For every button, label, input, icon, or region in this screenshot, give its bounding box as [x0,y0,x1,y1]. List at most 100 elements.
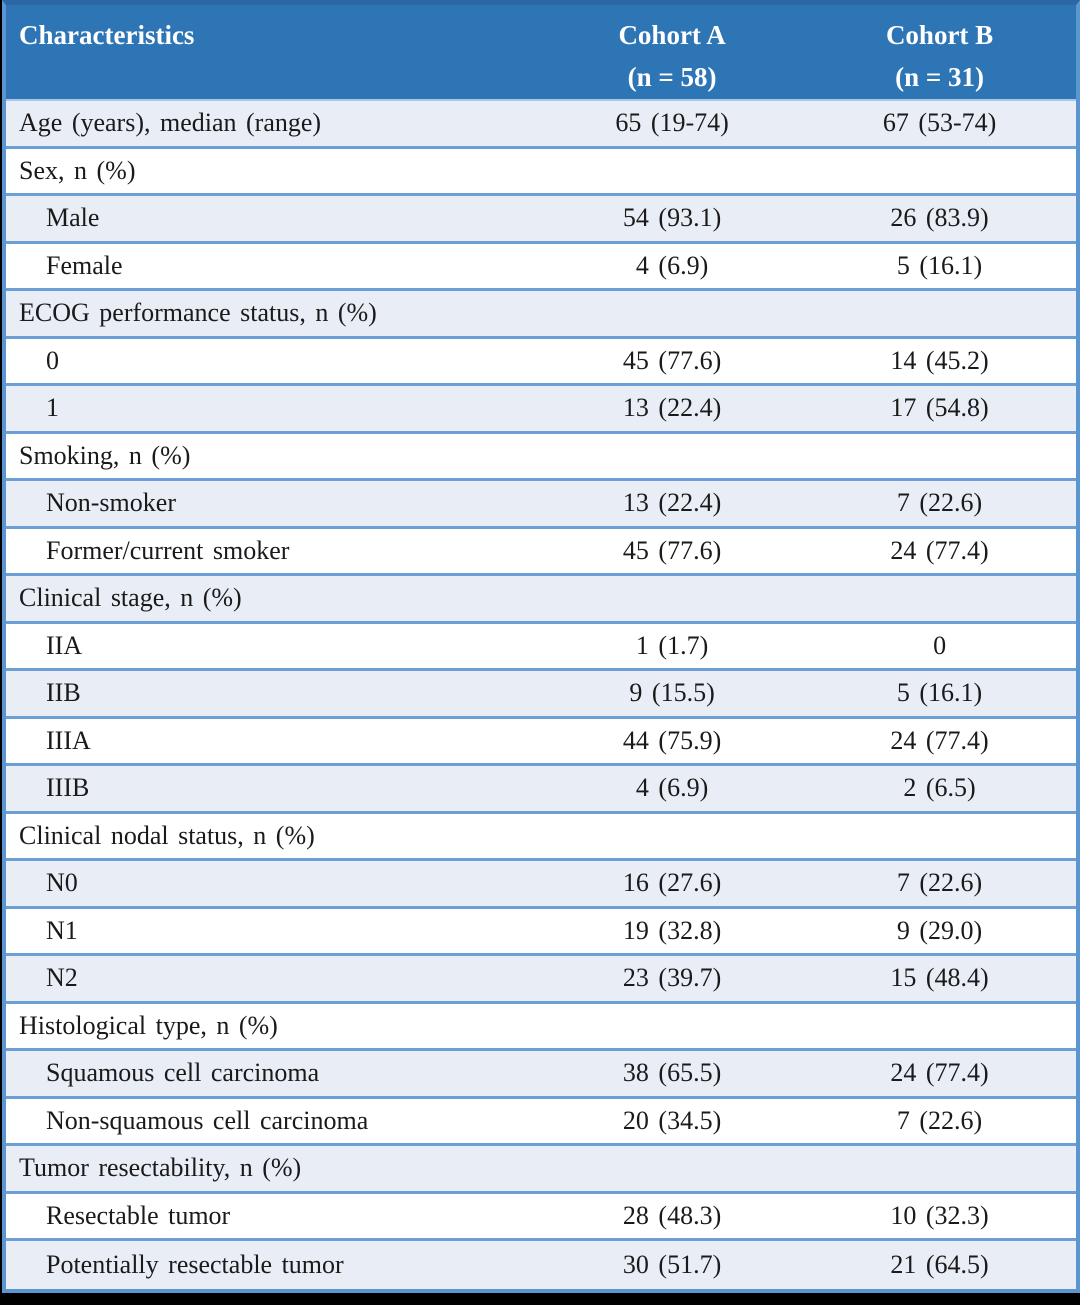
table-row: Clinical stage, n (%) [6,576,1076,624]
row-label: Clinical stage, n (%) [19,583,242,613]
cohort-b-value: 9 (29.0) [896,915,983,945]
table-body: Age (years), median (range) 65 (19-74) 6… [6,101,1076,1289]
table-row: Potentially resectable tumor 30 (51.7) 2… [6,1241,1076,1289]
cohort-a-value: 16 (27.6) [622,868,722,898]
cohort-b-value: 26 (83.9) [890,203,989,233]
cohort-b-value: 67 (53-74) [882,108,997,138]
cohort-a-value [541,291,803,336]
cohort-b-value [803,149,1076,194]
cohort-b-value: 2 (6.5) [903,773,976,803]
column-header-cohort-b: Cohort B (n = 31) [803,5,1076,99]
row-label: Squamous cell carcinoma [46,1058,320,1088]
row-label: N0 [46,868,78,898]
table-row: N0 16 (27.6) 7 (22.6) [6,861,1076,909]
cohort-a-value: 45 (77.6) [622,345,722,375]
cohort-a-value [541,149,803,194]
cohort-a-value: 9 (15.5) [629,678,715,708]
cohort-b-value [803,1004,1076,1049]
column-header-characteristics: Characteristics [19,20,195,50]
row-label: N1 [46,915,78,945]
row-label: 0 [46,345,59,375]
table-row: Female 4 (6.9) 5 (16.1) [6,243,1076,291]
cohort-a-value [541,814,803,859]
cohort-a-value: 13 (22.4) [622,488,722,518]
table-row: 1 13 (22.4) 17 (54.8) [6,386,1076,434]
cohort-a-value: 23 (39.7) [622,963,722,993]
row-label: Tumor resectability, n (%) [19,1153,302,1183]
cohort-a-value: 19 (32.8) [622,915,722,945]
table-row: Age (years), median (range) 65 (19-74) 6… [6,101,1076,149]
cohort-a-value [541,1004,803,1049]
cohort-a-value: 13 (22.4) [622,393,722,423]
cohort-a-value [541,576,803,621]
cohort-b-value: 15 (48.4) [890,963,989,993]
table-row: IIIB 4 (6.9) 2 (6.5) [6,766,1076,814]
table-row: Former/current smoker 45 (77.6) 24 (77.4… [6,528,1076,576]
cohort-a-value [541,1146,803,1191]
table-row: Non-smoker 13 (22.4) 7 (22.6) [6,481,1076,529]
row-label: Non-smoker [46,488,176,518]
table-row: IIB 9 (15.5) 5 (16.1) [6,671,1076,719]
row-label: Female [46,250,123,280]
cohort-a-label: Cohort A [618,20,726,50]
table-header: Characteristics Cohort A (n = 58) Cohort… [6,5,1076,101]
cohort-b-value [803,291,1076,336]
row-label: Former/current smoker [46,535,290,565]
row-label: Resectable tumor [46,1200,231,1230]
table-row: Resectable tumor 28 (48.3) 10 (32.3) [6,1193,1076,1241]
column-header-cohort-a: Cohort A (n = 58) [541,5,803,99]
row-label: 1 [46,393,59,423]
row-label: IIA [46,630,83,660]
cohort-a-value: 1 (1.7) [635,630,709,660]
table-row: N2 23 (39.7) 15 (48.4) [6,956,1076,1004]
cohort-a-value: 30 (51.7) [622,1249,722,1279]
bottom-black-bar [0,1293,1080,1305]
cohort-b-value: 21 (64.5) [890,1249,989,1279]
table-row: IIIA 44 (75.9) 24 (77.4) [6,718,1076,766]
table-row: IIA 1 (1.7) 0 [6,623,1076,671]
cohort-b-value [803,814,1076,859]
cohort-b-value: 17 (54.8) [890,393,989,423]
cohort-b-value: 7 (22.6) [896,488,983,518]
cohort-b-value [803,1146,1076,1191]
cohort-b-value: 0 [933,630,947,660]
cohort-b-label: Cohort B [885,20,994,50]
cohort-a-count: (n = 58) [627,62,717,92]
cohort-b-value: 24 (77.4) [890,725,989,755]
cohort-b-value [803,576,1076,621]
table-row: Sex, n (%) [6,148,1076,196]
cohort-a-value: 45 (77.6) [622,535,722,565]
cohort-a-value [541,434,803,479]
cohort-a-value: 54 (93.1) [622,203,722,233]
cohort-a-value: 38 (65.5) [622,1058,722,1088]
table-row: Tumor resectability, n (%) [6,1146,1076,1194]
cohort-b-value: 24 (77.4) [890,535,989,565]
row-label: Sex, n (%) [19,155,136,185]
row-label: Clinical nodal status, n (%) [19,820,315,850]
table-row: Non-squamous cell carcinoma 20 (34.5) 7 … [6,1098,1076,1146]
cohort-a-value: 65 (19-74) [615,108,729,138]
row-label: Age (years), median (range) [19,108,322,138]
cohort-a-value: 44 (75.9) [622,725,722,755]
row-label: Male [46,203,100,233]
table-row: N1 19 (32.8) 9 (29.0) [6,908,1076,956]
cohort-b-value: 5 (16.1) [896,250,983,280]
cohort-b-count: (n = 31) [895,62,984,92]
cohort-b-value [803,434,1076,479]
table-row: Clinical nodal status, n (%) [6,813,1076,861]
row-label: Non-squamous cell carcinoma [46,1105,369,1135]
cohort-b-value: 24 (77.4) [890,1058,989,1088]
cohort-a-value: 4 (6.9) [635,773,709,803]
row-label: Smoking, n (%) [19,440,191,470]
cohort-b-value: 10 (32.3) [890,1200,989,1230]
table-row: ECOG performance status, n (%) [6,291,1076,339]
row-label: Histological type, n (%) [19,1010,278,1040]
cohort-b-value: 14 (45.2) [890,345,989,375]
cohort-b-value: 5 (16.1) [896,678,983,708]
row-label: Potentially resectable tumor [46,1249,344,1279]
table-row: Squamous cell carcinoma 38 (65.5) 24 (77… [6,1051,1076,1099]
row-label: IIB [46,678,81,708]
row-label: IIIB [46,773,90,803]
